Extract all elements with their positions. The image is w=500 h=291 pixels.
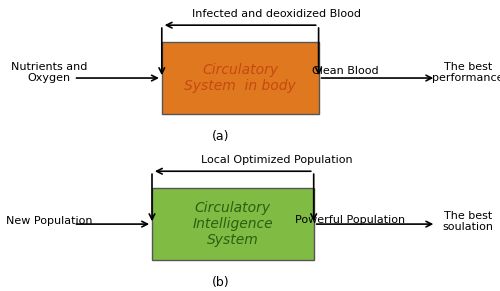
FancyBboxPatch shape [162, 42, 318, 114]
Text: Circulatory
System  in body: Circulatory System in body [184, 63, 296, 93]
Text: The best
soulation: The best soulation [442, 210, 494, 232]
Text: Powerful Population: Powerful Population [296, 215, 406, 225]
Text: New Population: New Population [6, 216, 92, 226]
Text: (b): (b) [212, 276, 230, 289]
Text: Infected and deoxidized Blood: Infected and deoxidized Blood [192, 9, 362, 19]
FancyBboxPatch shape [152, 188, 314, 260]
Text: Nutrients and
Oxygen: Nutrients and Oxygen [11, 62, 88, 83]
Text: The best
performance: The best performance [432, 62, 500, 83]
Text: Circulatory
Intelligence
System: Circulatory Intelligence System [192, 201, 273, 247]
Text: Local Optimized Population: Local Optimized Population [201, 155, 353, 165]
Text: Clean Blood: Clean Blood [312, 66, 379, 76]
Text: (a): (a) [212, 130, 230, 143]
